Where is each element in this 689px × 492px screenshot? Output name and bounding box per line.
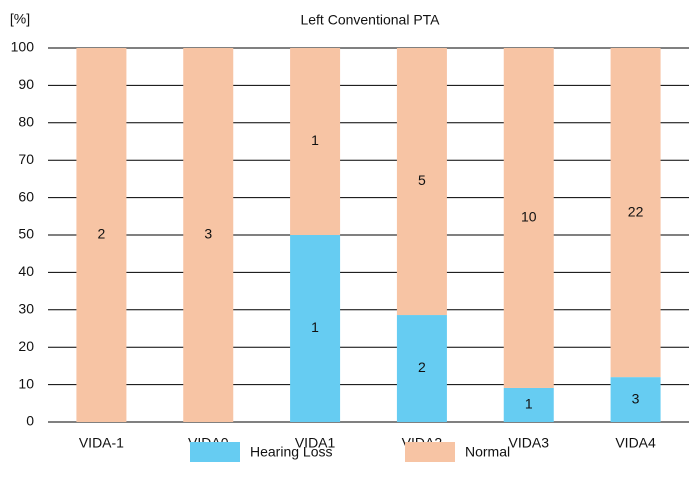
count-label: 2: [418, 359, 426, 375]
bar-segment: [396, 48, 447, 316]
count-label: 3: [632, 390, 640, 406]
count-label: 1: [311, 319, 319, 335]
y-tick-label: 30: [18, 301, 34, 317]
y-tick-label: 70: [18, 151, 34, 167]
y-tick-label: 90: [18, 76, 34, 92]
chart-title: Left Conventional PTA: [300, 12, 440, 28]
y-tick-label: 10: [18, 375, 34, 391]
bar-segment: [503, 48, 554, 388]
y-tick-label: 40: [18, 263, 34, 279]
y-tick-label: 80: [18, 114, 34, 130]
bar-segment: [503, 387, 554, 422]
y-tick-label: 60: [18, 188, 34, 204]
count-label: 1: [311, 132, 319, 148]
x-tick-label: VIDA4: [615, 435, 656, 451]
bar-segment: [290, 48, 341, 235]
count-label: 22: [628, 203, 644, 219]
bar-segment: [396, 315, 447, 422]
count-label: 2: [98, 226, 106, 242]
y-tick-label: 0: [26, 413, 34, 429]
legend-label: Hearing Loss: [250, 444, 333, 460]
x-tick-label: VIDA-1: [79, 435, 124, 451]
count-label: 1: [525, 396, 533, 412]
bar-segment: [610, 377, 661, 422]
legend-swatch: [405, 442, 455, 462]
bar-segment: [76, 48, 127, 422]
bar-segment: [290, 235, 341, 422]
y-tick-label: 100: [11, 39, 35, 55]
legend-label: Normal: [465, 444, 510, 460]
y-tick-label: 50: [18, 226, 34, 242]
bar-segment: [183, 48, 234, 422]
count-label: 10: [521, 209, 537, 225]
count-label: 3: [204, 226, 212, 242]
x-tick-label: VIDA3: [509, 435, 550, 451]
x-tick-label: VIDA1: [295, 435, 336, 451]
bar-segment: [610, 48, 661, 378]
legend-swatch: [190, 442, 240, 462]
y-tick-label: 20: [18, 338, 34, 354]
y-axis-label: [%]: [10, 11, 30, 27]
count-label: 5: [418, 172, 426, 188]
